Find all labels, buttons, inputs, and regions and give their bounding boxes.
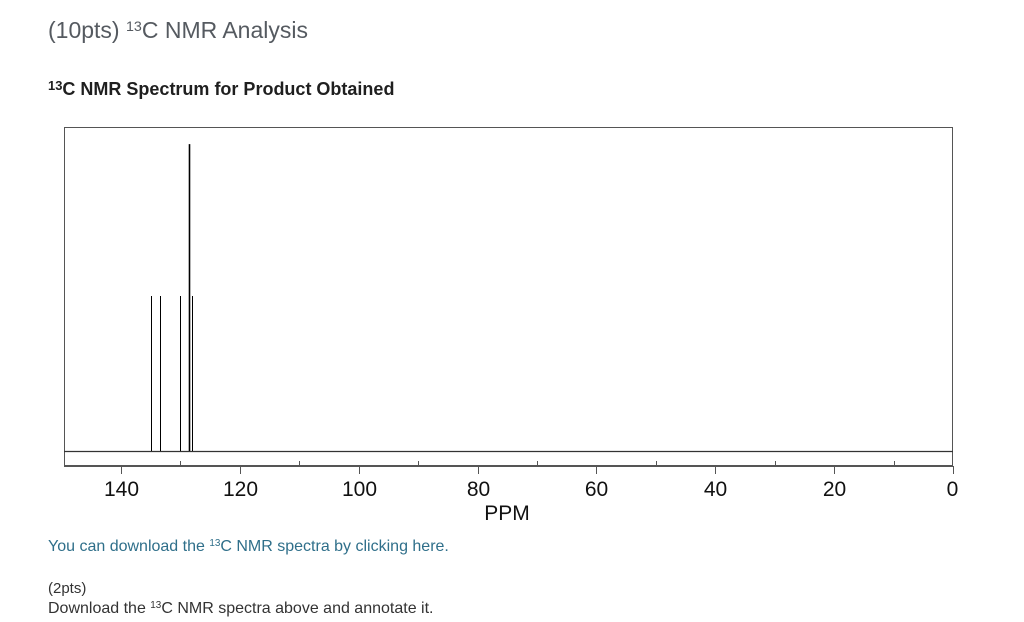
tick-label: 100 bbox=[342, 478, 377, 501]
tick-label: 20 bbox=[823, 478, 846, 501]
ticks-layer: 140 120 100 80 60 40 20 0 bbox=[104, 461, 958, 501]
download-link-suffix: C NMR spectra by clicking here. bbox=[220, 538, 449, 555]
tick-label: 60 bbox=[585, 478, 608, 501]
x-axis-label: PPM bbox=[484, 502, 530, 525]
peaks-layer bbox=[151, 144, 193, 451]
tick-label: 120 bbox=[223, 478, 258, 501]
plot-frame bbox=[64, 127, 953, 466]
isotope-superscript: 13 bbox=[209, 538, 221, 550]
points-value: (10pts) bbox=[48, 17, 120, 43]
isotope-superscript: 13 bbox=[48, 78, 63, 94]
tick-label: 40 bbox=[704, 478, 727, 501]
nmr-spectrum-chart: 140 120 100 80 60 40 20 0 PPM bbox=[0, 120, 1024, 530]
isotope-superscript: 13 bbox=[125, 18, 142, 35]
task-points: (2pts) bbox=[48, 580, 87, 597]
isotope-superscript: 13 bbox=[150, 600, 162, 612]
page-title: (10pts) 13C NMR Analysis bbox=[48, 17, 308, 44]
tick-label: 140 bbox=[104, 478, 139, 501]
task-instruction: Download the 13C NMR spectra above and a… bbox=[48, 600, 433, 618]
section-title: 13C NMR Spectrum for Product Obtained bbox=[48, 79, 394, 100]
tick-label: 0 bbox=[947, 478, 959, 501]
tick-label: 80 bbox=[467, 478, 490, 501]
task-prefix: Download the bbox=[48, 600, 151, 617]
download-spectra-link[interactable]: You can download the 13C NMR spectra by … bbox=[48, 538, 449, 556]
task-suffix: C NMR spectra above and annotate it. bbox=[161, 600, 434, 617]
title-text: C NMR Analysis bbox=[141, 17, 308, 43]
section-title-text: C NMR Spectrum for Product Obtained bbox=[62, 79, 395, 99]
nmr-spectrum-svg: 140 120 100 80 60 40 20 0 PPM bbox=[64, 127, 958, 525]
download-link-prefix: You can download the bbox=[48, 538, 210, 555]
